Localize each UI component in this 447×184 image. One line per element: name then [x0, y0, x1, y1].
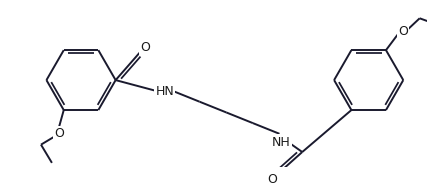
Text: HN: HN [156, 85, 174, 98]
Text: O: O [398, 25, 408, 38]
Text: O: O [267, 173, 277, 184]
Text: NH: NH [272, 135, 291, 148]
Text: O: O [140, 41, 150, 54]
Text: O: O [54, 127, 64, 140]
